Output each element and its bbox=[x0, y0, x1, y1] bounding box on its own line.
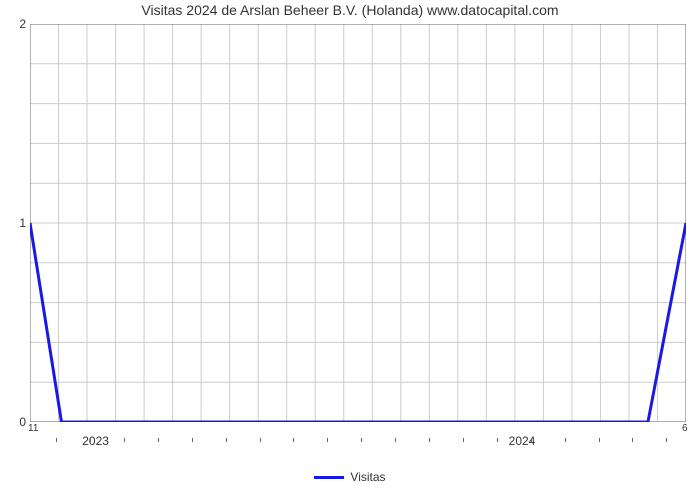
x-minor-tick bbox=[666, 438, 667, 442]
x-minor-tick bbox=[192, 438, 193, 442]
x-minor-tick bbox=[327, 438, 328, 442]
chart-container: Visitas 2024 de Arslan Beheer B.V. (Hola… bbox=[0, 0, 700, 500]
x-minor-tick bbox=[90, 438, 91, 442]
x-minor-tick bbox=[531, 438, 532, 442]
x-minor-tick bbox=[599, 438, 600, 442]
x-minor-tick bbox=[293, 438, 294, 442]
x-start-label: 11 bbox=[28, 423, 38, 434]
plot-area bbox=[30, 24, 686, 422]
series-line bbox=[30, 223, 686, 422]
x-minor-tick bbox=[565, 438, 566, 442]
x-minor-tick bbox=[56, 438, 57, 442]
legend: Visitas bbox=[0, 470, 700, 484]
x-minor-tick bbox=[260, 438, 261, 442]
x-minor-tick bbox=[158, 438, 159, 442]
legend-swatch bbox=[314, 476, 344, 479]
x-minor-tick bbox=[429, 438, 430, 442]
x-minor-tick bbox=[124, 438, 125, 442]
x-minor-tick bbox=[632, 438, 633, 442]
x-minor-tick bbox=[395, 438, 396, 442]
chart-title: Visitas 2024 de Arslan Beheer B.V. (Hola… bbox=[0, 2, 700, 18]
x-minor-tick bbox=[497, 438, 498, 442]
x-minor-tick bbox=[463, 438, 464, 442]
x-minor-tick bbox=[361, 438, 362, 442]
plot-svg bbox=[30, 24, 686, 422]
x-end-label: 6 bbox=[682, 423, 688, 434]
y-tick-label: 0 bbox=[12, 415, 26, 429]
x-minor-tick bbox=[226, 438, 227, 442]
x-major-label: 2023 bbox=[82, 434, 109, 448]
y-tick-label: 1 bbox=[12, 216, 26, 230]
y-tick-label: 2 bbox=[12, 17, 26, 31]
legend-label: Visitas bbox=[350, 470, 385, 484]
